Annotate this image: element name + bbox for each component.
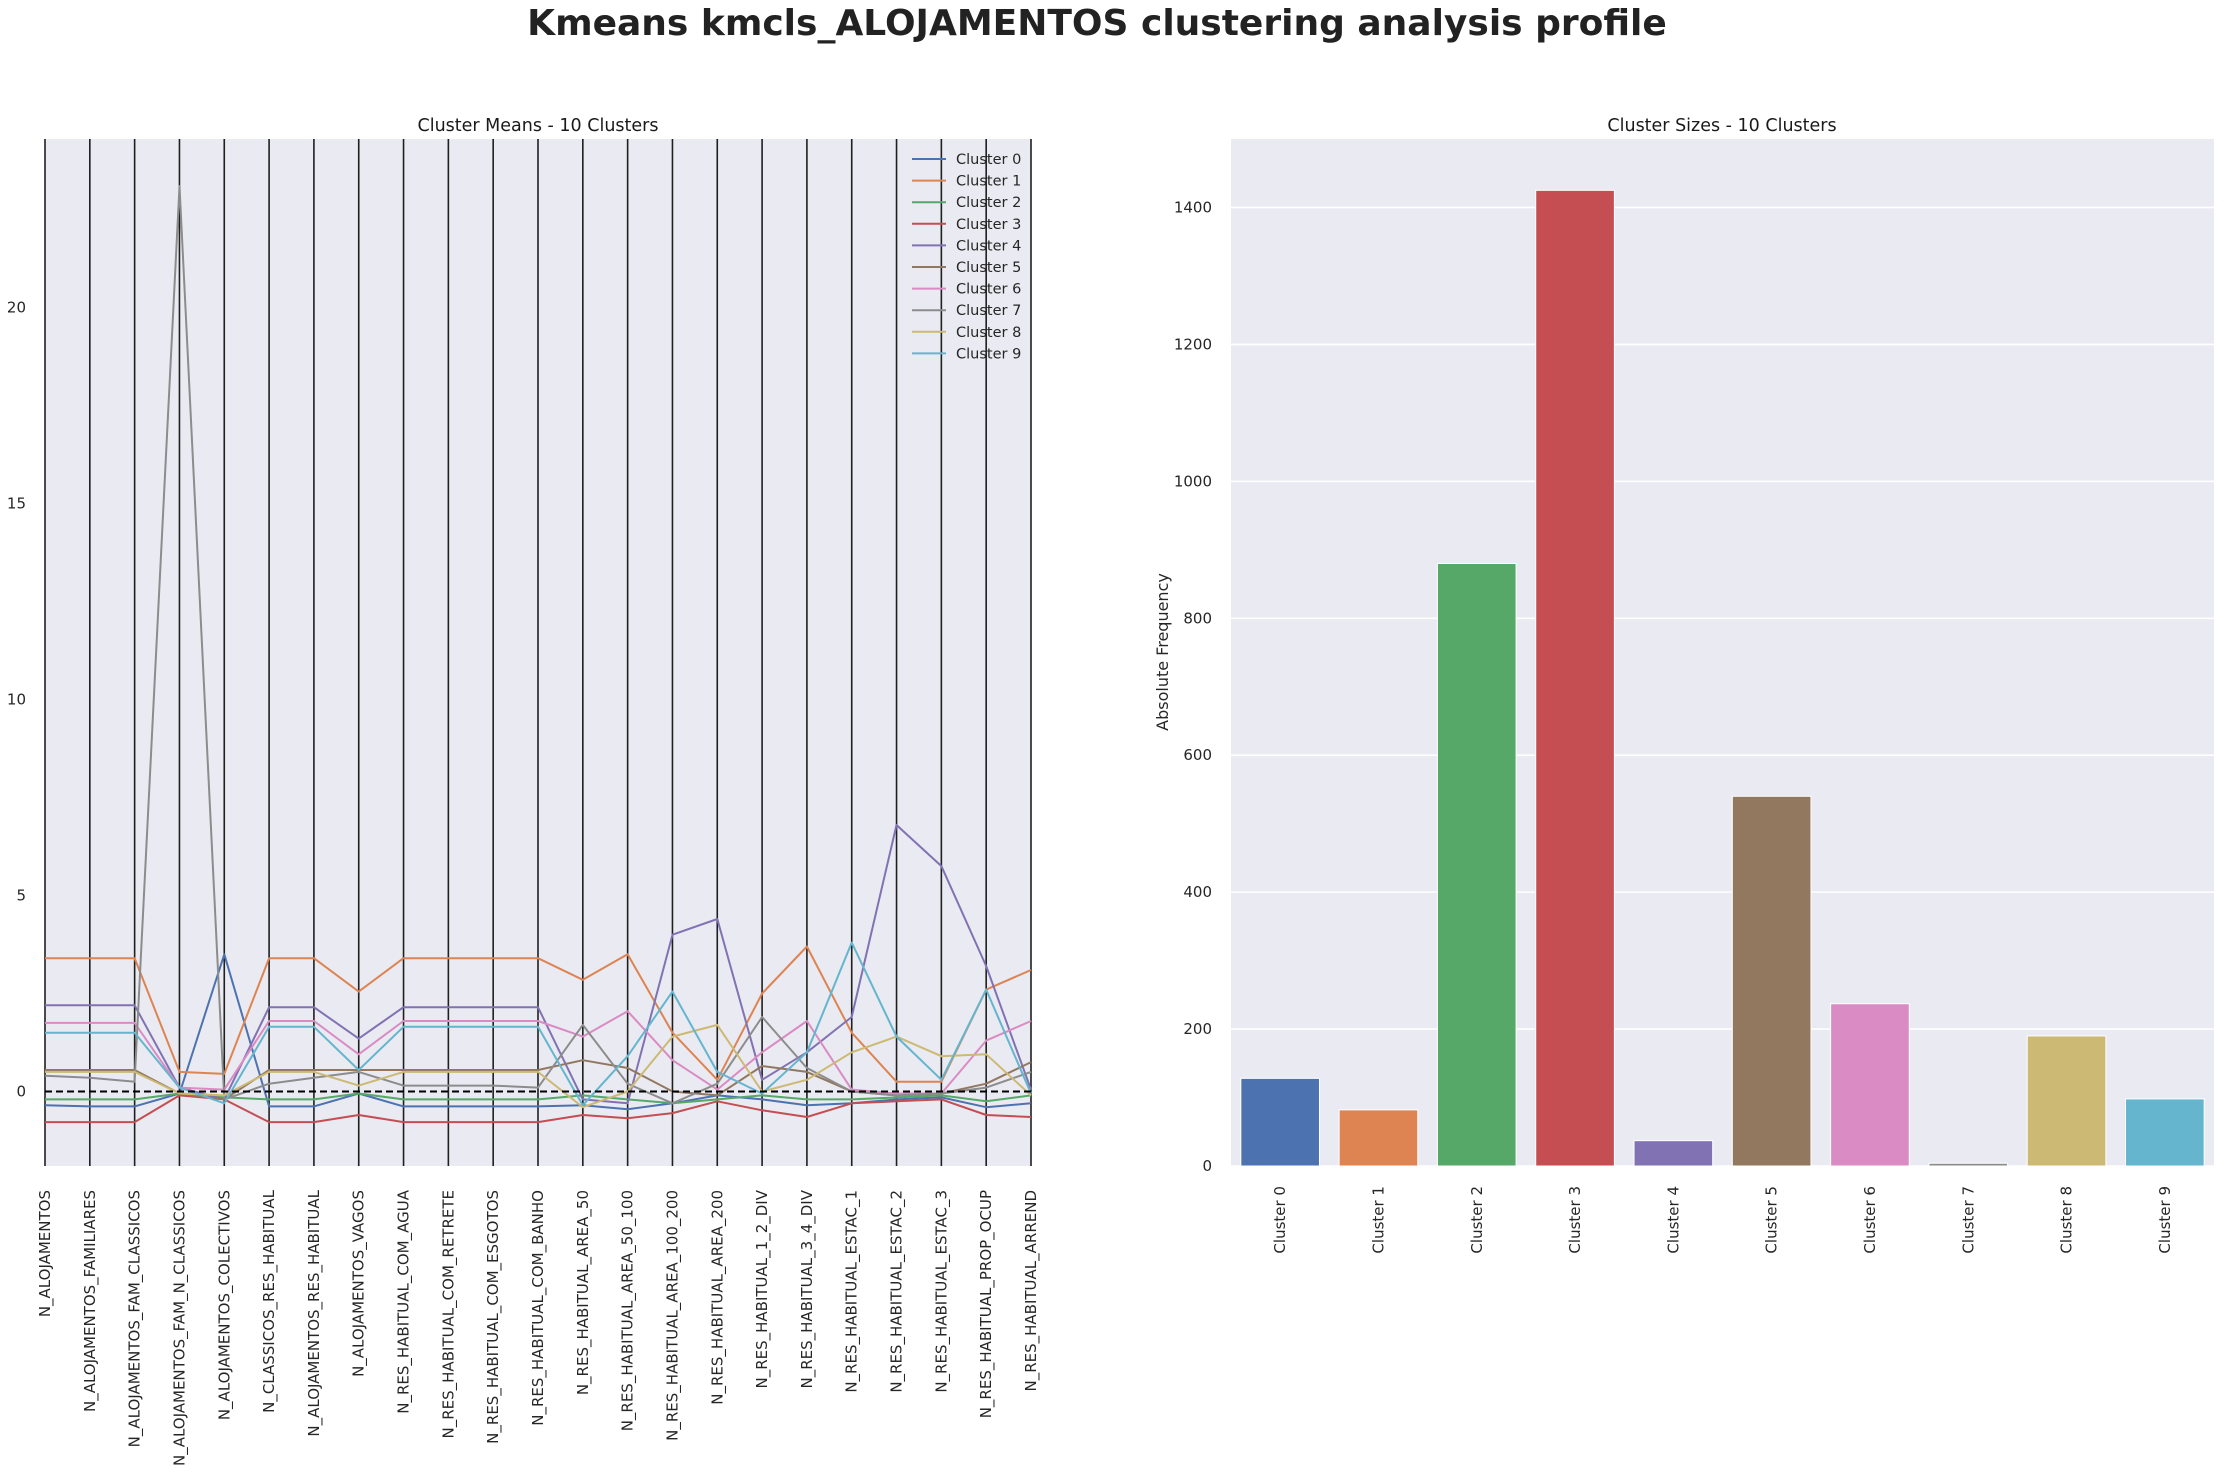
cluster-sizes-y-axis-label: Absolute Frequency: [1153, 573, 1172, 731]
y-tick-label: 15: [7, 495, 26, 513]
bar-cluster-9: [2125, 1098, 2205, 1167]
y-tick-label: 600: [1183, 746, 1212, 764]
bar-cluster-2: [1436, 562, 1517, 1167]
x-tick-label: N_ALOJAMENTOS_FAM_N_CLASSICOS: [170, 1190, 189, 1466]
x-tick-label: N_ALOJAMENTOS_COLECTIVOS: [215, 1190, 234, 1420]
cluster-sizes-title: Cluster Sizes - 10 Clusters: [1607, 116, 1836, 136]
x-tick-label: N_RES_HABITUAL_ESTAC_2: [888, 1190, 907, 1393]
cluster-means-legend: Cluster 0 Cluster 1 Cluster 2 Cluster 3 Clus…: [912, 152, 1021, 362]
series-line-cluster-7: [44, 185, 1032, 1105]
x-tick-label: N_ALOJAMENTOS_VAGOS: [350, 1190, 369, 1377]
legend-label: Cluster 0: [956, 152, 1021, 168]
x-tick-label: N_CLASSICOS_RES_HABITUAL: [260, 1189, 279, 1413]
x-tick-label: Cluster 6: [1861, 1186, 1879, 1254]
x-tick-label: N_RES_HABITUAL_COM_AGUA: [395, 1189, 414, 1413]
y-tick-label: 0: [1202, 1157, 1212, 1175]
cluster-means-x-ticks: N_ALOJAMENTOS N_ALOJAMENTOS_FAMILIARES N_A…: [36, 1189, 1041, 1466]
x-tick-label: Cluster 1: [1369, 1186, 1387, 1254]
category-vertical-lines: [44, 139, 1032, 1166]
x-tick-label: N_RES_HABITUAL_AREA_50_100: [619, 1190, 638, 1431]
x-tick-label: N_RES_HABITUAL_ESTAC_3: [932, 1190, 951, 1393]
y-tick-label: 1200: [1174, 335, 1212, 353]
series-line-cluster-1: [45, 945, 1032, 1083]
bar-cluster-5: [1731, 795, 1812, 1167]
x-tick-label: N_RES_HABITUAL_3_4_DIV: [798, 1189, 817, 1388]
legend-label: Cluster 2: [956, 195, 1021, 211]
x-tick-label: N_ALOJAMENTOS_RES_HABITUAL: [305, 1189, 324, 1436]
cluster-means-chart: Cluster Means - 10 Clusters 0 5 10 15 20 N_A…: [7, 116, 1041, 1466]
legend-label: Cluster 1: [956, 174, 1021, 190]
x-tick-label: N_RES_HABITUAL_AREA_50: [574, 1190, 593, 1395]
x-tick-label: Cluster 2: [1468, 1186, 1486, 1254]
x-tick-label: N_RES_HABITUAL_ESTAC_1: [843, 1190, 862, 1393]
cluster-means-title: Cluster Means - 10 Clusters: [418, 116, 659, 136]
y-tick-label: 10: [7, 691, 26, 709]
x-tick-label: N_ALOJAMENTOS_FAMILIARES: [81, 1190, 100, 1412]
x-tick-label: N_RES_HABITUAL_ARREND: [1022, 1190, 1041, 1392]
bar-cluster-0: [1240, 1077, 1320, 1167]
bar-cluster-8: [2026, 1035, 2107, 1167]
bar-cluster-6: [1830, 1003, 1910, 1167]
x-tick-label: Cluster 0: [1271, 1186, 1289, 1254]
legend-label: Cluster 6: [956, 282, 1021, 298]
x-tick-label: N_ALOJAMENTOS: [36, 1190, 55, 1317]
series-line-cluster-8: [45, 1023, 1032, 1109]
cluster-sizes-y-ticks: 0 200 400 600 800 1000 1200 1400: [1174, 198, 1212, 1175]
bar-cluster-3: [1535, 189, 1615, 1167]
x-tick-label: Cluster 3: [1566, 1186, 1584, 1254]
x-tick-label: N_RES_HABITUAL_AREA_100_200: [663, 1190, 682, 1441]
y-tick-label: 5: [16, 887, 26, 905]
cluster-sizes-gridlines: [1231, 206, 2214, 1167]
x-tick-label: Cluster 9: [2156, 1186, 2174, 1254]
bar-cluster-4: [1633, 1140, 1714, 1167]
x-tick-label: N_RES_HABITUAL_1_2_DIV: [753, 1189, 772, 1388]
x-tick-label: Cluster 8: [2058, 1186, 2076, 1254]
x-tick-label: N_RES_HABITUAL_PROP_OCUP: [977, 1190, 996, 1418]
x-tick-label: Cluster 4: [1664, 1186, 1682, 1254]
figure-title: Kmeans kmcls_ALOJAMENTOS clustering anal…: [527, 3, 1667, 44]
y-tick-label: 0: [16, 1083, 26, 1101]
x-tick-label: N_RES_HABITUAL_COM_BANHO: [529, 1190, 548, 1426]
legend-label: Cluster 8: [956, 325, 1021, 341]
legend-label: Cluster 7: [956, 303, 1021, 319]
bar-cluster-1: [1338, 1109, 1419, 1167]
legend-label: Cluster 5: [956, 260, 1021, 276]
x-tick-label: N_RES_HABITUAL_COM_RETRETE: [439, 1190, 458, 1438]
cluster-sizes-x-ticks: Cluster 0 Cluster 1 Cluster 2 Cluster 3 Clus…: [1271, 1186, 2174, 1254]
cluster-size-bars: [1240, 189, 2205, 1167]
bar-cluster-7: [1928, 1162, 2009, 1167]
cluster-mean-series: [44, 185, 1032, 1124]
y-tick-label: 200: [1183, 1020, 1212, 1038]
x-tick-label: Cluster 7: [1959, 1186, 1977, 1254]
cluster-means-y-ticks: 0 5 10 15 20: [7, 299, 26, 1101]
y-tick-label: 400: [1183, 883, 1212, 901]
legend-label: Cluster 3: [956, 217, 1021, 233]
x-tick-label: N_RES_HABITUAL_COM_ESGOTOS: [484, 1190, 503, 1444]
x-tick-label: Cluster 5: [1763, 1186, 1781, 1254]
y-tick-label: 800: [1183, 609, 1212, 627]
x-tick-label: N_ALOJAMENTOS_FAM_CLASSICOS: [126, 1190, 145, 1447]
y-tick-label: 1000: [1174, 472, 1212, 490]
cluster-sizes-plot-area: [1231, 139, 2214, 1166]
series-line-cluster-6: [45, 1010, 1032, 1095]
legend-label: Cluster 9: [956, 346, 1021, 362]
cluster-sizes-chart: Cluster Sizes - 10 Clusters 0 200 400 600 80…: [1153, 116, 2214, 1254]
legend-label: Cluster 4: [956, 238, 1021, 254]
y-tick-label: 20: [7, 299, 26, 317]
series-line-cluster-9: [45, 941, 1032, 1107]
x-tick-label: N_RES_HABITUAL_AREA_200: [708, 1190, 727, 1405]
y-tick-label: 1400: [1174, 198, 1212, 216]
